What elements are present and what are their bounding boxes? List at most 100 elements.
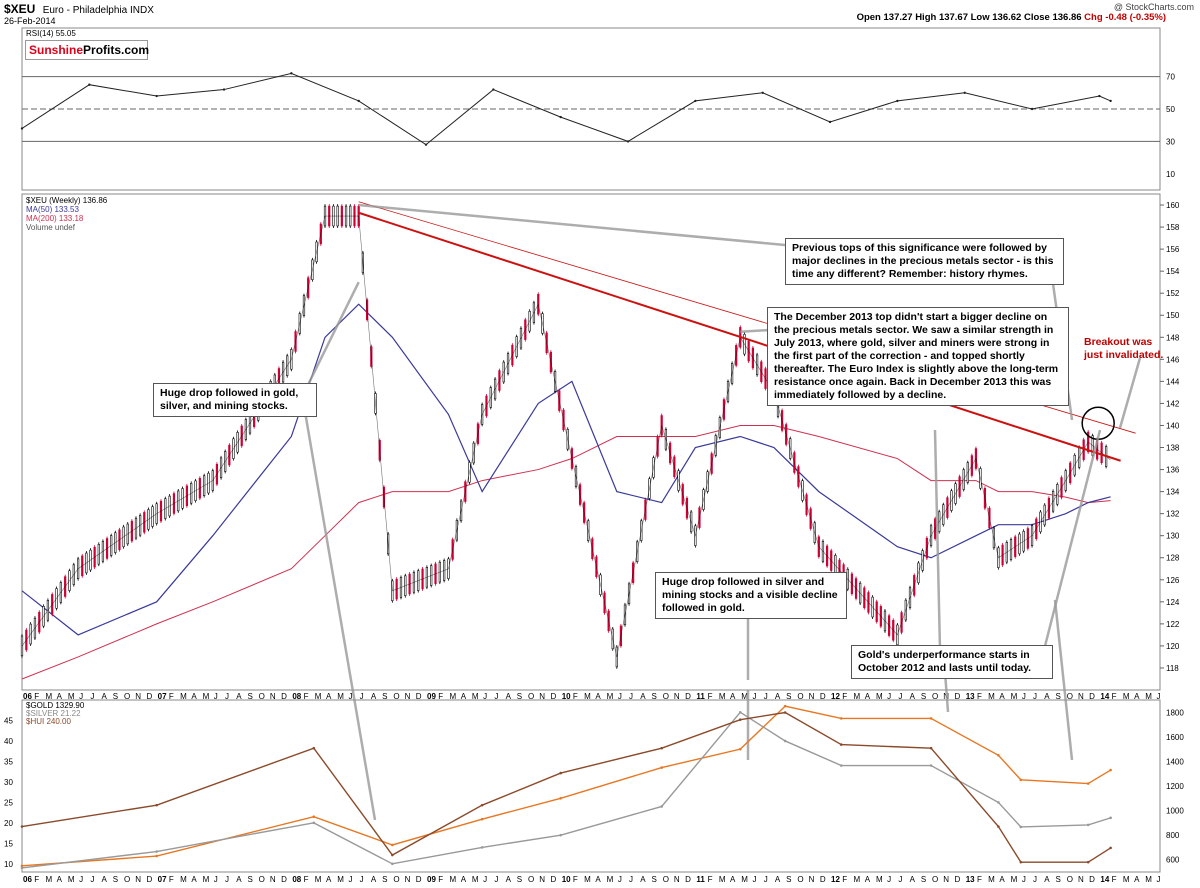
month-label: S (921, 692, 926, 701)
month-label: A (102, 692, 108, 701)
ohlc-readout: Open 137.27 High 137.67 Low 136.62 Close… (857, 12, 1166, 23)
month-label: S (247, 875, 252, 884)
month-label: D (954, 692, 960, 701)
metals-left-tick: 15 (4, 839, 13, 848)
rsi-point (559, 115, 562, 119)
hui-line-point (839, 743, 843, 746)
month-label: D (685, 875, 691, 884)
month-label: N (539, 875, 545, 884)
pointer-huge-drop-1-metals (301, 399, 377, 821)
gold-line-point (660, 766, 664, 769)
price-tick-label: 128 (1166, 554, 1180, 563)
month-label: S (382, 875, 387, 884)
note-gold-underperformance: Gold's underperformance starts in Octobe… (851, 645, 1053, 679)
month-label: S (651, 692, 656, 701)
rsi-point (88, 83, 91, 86)
month-label: N (1078, 692, 1084, 701)
month-label: M (741, 692, 748, 701)
hui-line-point (1019, 860, 1023, 864)
month-label: J (483, 692, 487, 701)
month-label: J (887, 692, 891, 701)
silver-line-point (1019, 825, 1023, 829)
silver-line-point (391, 862, 394, 866)
month-label: O (259, 875, 265, 884)
month-label: O (1067, 692, 1073, 701)
gold-line-point (839, 717, 843, 720)
month-label: J (1033, 692, 1037, 701)
month-label: A (1134, 692, 1140, 701)
month-label: 10 (562, 875, 571, 884)
month-label: M (584, 692, 591, 701)
month-label: D (146, 692, 152, 701)
month-label: O (528, 875, 534, 884)
gold-line-point (1086, 782, 1090, 785)
hui-line-point (738, 718, 742, 721)
month-label: 07 (158, 875, 167, 884)
gold-line (21, 705, 1111, 867)
ma50-line (21, 303, 1111, 636)
month-label: N (539, 692, 545, 701)
silver-line-point (783, 739, 787, 743)
silver-line-point (997, 801, 1000, 804)
month-label: F (573, 692, 578, 701)
month-label: J (898, 692, 902, 701)
month-label: A (371, 875, 377, 884)
rsi-tick-label: 50 (1166, 105, 1175, 114)
price-tick-label: 148 (1166, 333, 1180, 342)
month-label: S (113, 875, 118, 884)
rsi-point (222, 88, 226, 91)
month-label: O (393, 875, 399, 884)
pointer-previous-tops (358, 203, 786, 247)
gold-line-point (997, 753, 1000, 757)
month-label: M (472, 692, 479, 701)
month-label: A (236, 875, 242, 884)
price-tick-label: 118 (1166, 664, 1179, 673)
month-label: 12 (831, 875, 840, 884)
month-label: N (943, 875, 949, 884)
month-label: M (315, 875, 322, 884)
month-label: J (1022, 692, 1026, 701)
metals-right-tick: 1600 (1166, 733, 1184, 742)
month-label: M (68, 875, 75, 884)
month-label: M (876, 875, 883, 884)
gold-line-point (1019, 778, 1023, 782)
gold-line-point (20, 864, 24, 868)
month-label: J (214, 875, 218, 884)
month-label: J (629, 692, 633, 701)
month-label: M (180, 875, 187, 884)
month-label: J (348, 875, 352, 884)
gold-line-point (480, 817, 484, 821)
rsi-line (21, 72, 1111, 146)
hui-line-point (155, 803, 158, 807)
month-label: A (102, 875, 108, 884)
silver-line-point (660, 805, 664, 808)
note-previous-tops: Previous tops of this significance were … (785, 238, 1064, 285)
month-label: J (1157, 875, 1161, 884)
month-label: J (494, 875, 498, 884)
month-label: M (180, 692, 187, 701)
gold-line-point (783, 704, 787, 708)
month-label: D (820, 875, 826, 884)
pointer-underperformance-2 (1042, 429, 1102, 651)
pointer-underperformance (933, 429, 942, 651)
month-label: M (203, 692, 210, 701)
hui-line-point (929, 746, 933, 750)
month-label: A (775, 692, 781, 701)
month-label: A (640, 875, 646, 884)
month-label: A (57, 692, 63, 701)
month-label: M (853, 875, 860, 884)
hui-line-point (997, 825, 1000, 828)
month-label: A (326, 692, 332, 701)
month-label: A (506, 875, 512, 884)
price-line (21, 215, 1111, 657)
metals-legend-gold: $GOLD 1329.90 (26, 701, 85, 710)
silver-line-point (738, 710, 742, 714)
silver-line (21, 711, 1111, 869)
month-label: F (304, 692, 309, 701)
metals-right-tick: 1000 (1166, 807, 1184, 816)
month-label: J (1022, 875, 1026, 884)
month-label: A (730, 875, 736, 884)
month-label: F (573, 875, 578, 884)
gold-line-point (391, 843, 394, 847)
silver-line-point (1109, 816, 1112, 820)
